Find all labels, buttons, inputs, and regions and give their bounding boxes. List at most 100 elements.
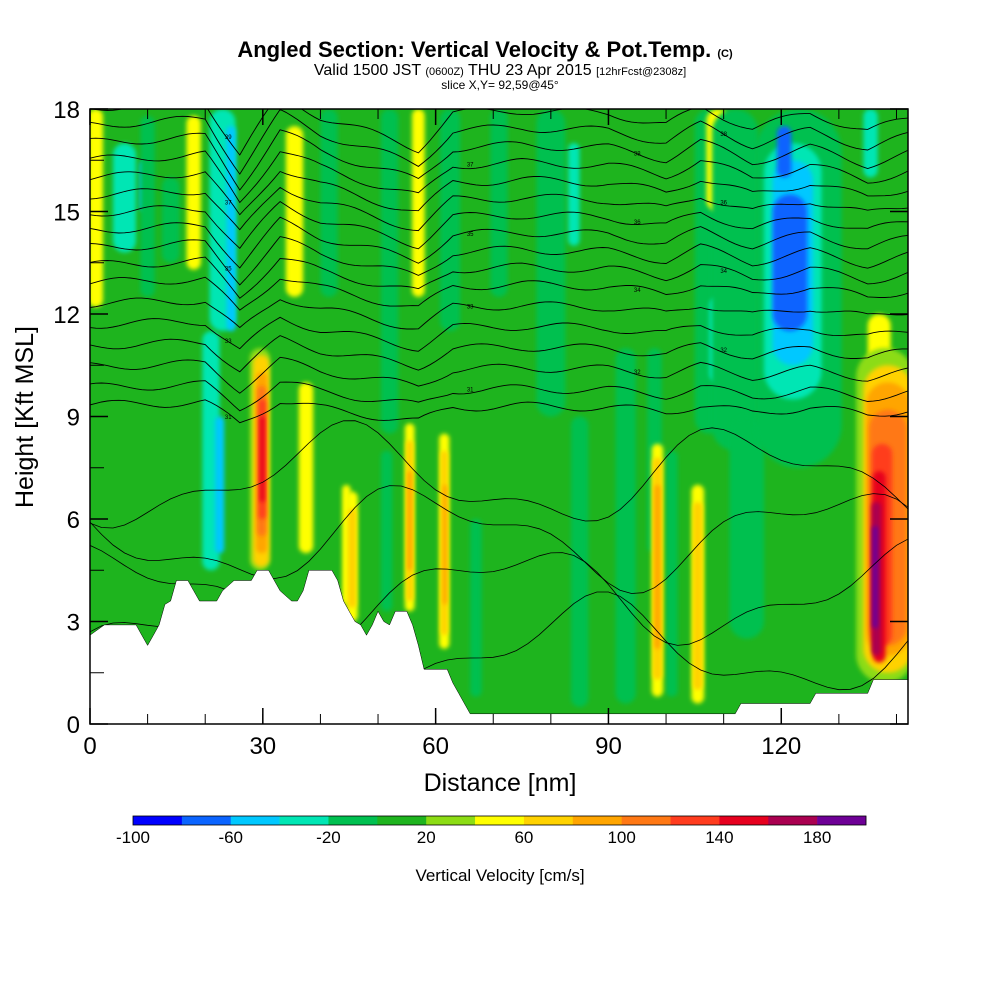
velocity-cell-22 [380, 109, 399, 434]
velocity-cell-49 [729, 416, 764, 639]
isentrope-8 [90, 236, 908, 286]
colorbar-swatch [230, 816, 280, 825]
isentrope-label-16: 39 [225, 135, 232, 141]
colorbar-tick-label: -100 [116, 828, 150, 847]
velocity-cell-37 [615, 348, 636, 704]
colorbar-swatch [426, 816, 476, 825]
colorbar-swatch [475, 816, 525, 825]
contour-labels: 31 31 32 32 33 33 34 34 35 35 36 36 37 37 38 38 39 [225, 132, 728, 421]
velocity-cell-15 [259, 416, 265, 502]
colorbar-tick-label: -60 [218, 828, 243, 847]
isentrope-14 [90, 129, 908, 191]
isentrope-label-9: 35 [467, 232, 474, 238]
velocity-cell-54 [776, 126, 792, 178]
isentrope-10 [90, 201, 908, 250]
y-tick-label: 0 [67, 712, 80, 739]
isentrope-label-6: 34 [634, 288, 641, 294]
isentrope-2 [90, 356, 908, 394]
y-tick-label: 6 [67, 507, 80, 534]
velocity-cell-1 [113, 143, 137, 253]
x-axis: 0 30 60 90 120 [83, 109, 897, 760]
colorbar-swatch [817, 816, 867, 825]
velocity-cell-31 [442, 484, 447, 605]
velocity-cell-8 [226, 126, 236, 332]
isentrope-11 [90, 186, 908, 232]
isentrope-15 [90, 109, 908, 175]
isentrope-label-15: 38 [720, 132, 727, 138]
colorbar-label: Vertical Velocity [cm/s] [415, 866, 584, 885]
velocity-cell-24 [412, 109, 425, 297]
y-axis-label: Height [Kft MSL] [11, 326, 39, 508]
isentrope-label-4: 33 [225, 339, 232, 345]
isentrope-label-2: 32 [634, 370, 641, 376]
colorbar-swatch [377, 816, 427, 825]
slice-label: slice X,Y= 92,59@45° [441, 78, 559, 92]
chart-title: Angled Section: Vertical Velocity & Pot.… [237, 37, 733, 62]
velocity-cell-35 [568, 143, 580, 246]
colorbar-swatch [621, 816, 671, 825]
colorbar-swatch [523, 816, 574, 825]
colorbar-frame [132, 815, 867, 826]
velocity-cell-18 [298, 382, 314, 554]
velocity-cell-53 [772, 194, 808, 332]
colorbar-swatch [328, 816, 378, 825]
colorbar-tick-label: 20 [417, 828, 436, 847]
isentrope-1 [90, 380, 908, 412]
colorbar-tick-label: 180 [803, 828, 831, 847]
isentrope-label-11: 36 [720, 201, 727, 207]
velocity-cell-27 [407, 471, 413, 571]
velocity-cell-16 [285, 126, 304, 297]
isentrope-label-10: 36 [634, 220, 641, 226]
colorbar-swatch [768, 816, 818, 825]
x-tick-label: 30 [249, 733, 276, 760]
velocity-cell-0 [90, 109, 103, 308]
isentrope-low-2 [90, 485, 908, 594]
terrain [90, 570, 908, 724]
isentrope-label-12: 37 [225, 201, 232, 207]
isentrope-label-5: 33 [467, 305, 474, 311]
velocity-cell-55 [863, 109, 878, 178]
velocity-cell-48 [712, 109, 759, 451]
colorbar-tick-label: -20 [316, 828, 341, 847]
velocity-cell-34 [536, 109, 566, 417]
isentrope-9 [90, 216, 908, 269]
velocity-cell-9 [215, 416, 225, 554]
y-tick-label: 9 [67, 405, 80, 432]
isentrope-0 [90, 399, 908, 424]
colorbar-swatch [719, 816, 769, 825]
x-tick-label: 90 [595, 733, 622, 760]
isentrope-label-1: 31 [467, 388, 474, 394]
isentrope-label-13: 37 [467, 163, 474, 169]
isentrope-6 [90, 276, 908, 311]
colorbar-swatch [181, 816, 232, 825]
y-tick-label: 3 [67, 610, 80, 637]
velocity-cell-36 [571, 416, 589, 707]
colorbar-swatch [572, 816, 622, 825]
colorbar-tick-label: 100 [607, 828, 635, 847]
isentrope-label-0: 31 [225, 415, 232, 421]
velocity-cell-44 [693, 501, 703, 690]
isentrope-low-3 [90, 420, 908, 529]
isentrope-label-8: 35 [225, 266, 232, 272]
colorbar: -100 -60 -20 20 60 100 140 180 [116, 815, 867, 847]
isentrope-label-14: 38 [634, 151, 641, 157]
velocity-cell-33 [470, 519, 482, 697]
plot-area: 31 31 32 32 33 33 34 34 35 35 36 36 37 37 38 38 39 [90, 109, 908, 724]
velocity-field [90, 109, 908, 707]
colorbar-swatch [670, 816, 720, 825]
isentrope-7 [90, 256, 908, 299]
y-tick-label: 15 [53, 200, 80, 227]
velocity-cell-4 [186, 115, 201, 270]
colorbar-swatch [133, 816, 183, 825]
velocity-cell-28 [439, 109, 461, 332]
colorbar-swatch [279, 816, 329, 825]
velocity-cell-5 [162, 177, 180, 263]
isentrope-16 [90, 109, 908, 156]
colorbar-tick-label: 60 [514, 828, 533, 847]
isentrope-5 [90, 297, 908, 330]
x-tick-label: 0 [83, 733, 96, 760]
velocity-cell-32 [490, 109, 508, 297]
velocity-cell-23 [380, 450, 393, 612]
x-tick-label: 60 [422, 733, 449, 760]
